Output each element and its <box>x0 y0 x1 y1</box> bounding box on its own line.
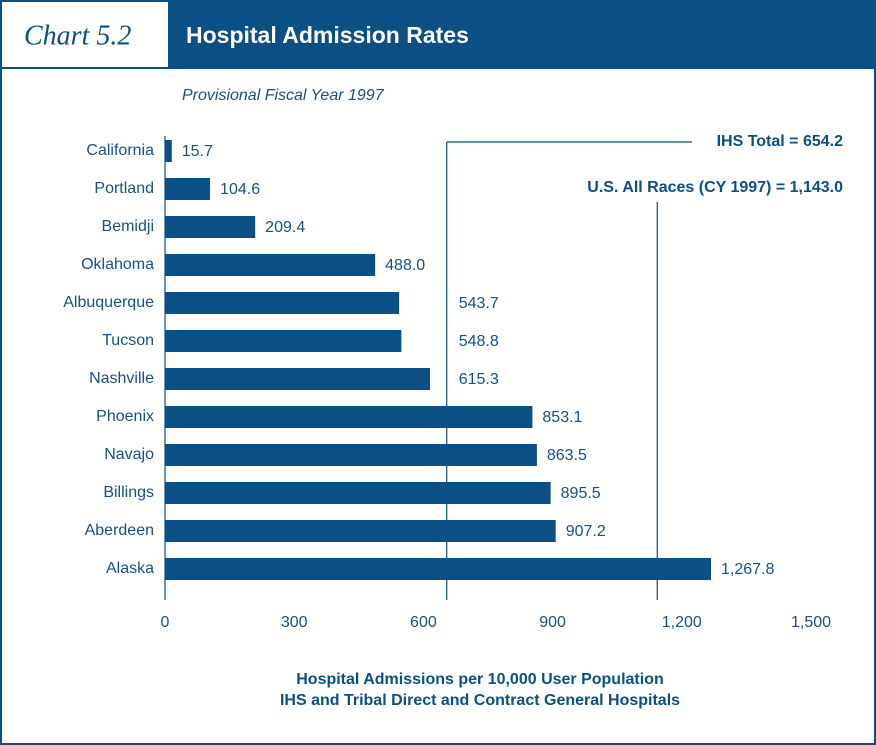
y-tick-label: Alaska <box>106 560 154 577</box>
x-tick-label: 300 <box>281 614 308 631</box>
reference-label: U.S. All Races (CY 1997) = 1,143.0 <box>587 179 843 196</box>
chart-number: Chart 5.2 <box>24 20 131 51</box>
bar <box>165 254 376 276</box>
bar <box>165 140 172 162</box>
y-tick-label: Nashville <box>89 370 154 387</box>
value-label: 104.6 <box>220 181 260 198</box>
value-label: 615.3 <box>459 371 499 388</box>
x-tick-label: 1,500 <box>791 614 831 631</box>
value-label: 863.5 <box>547 447 587 464</box>
value-label: 1,267.8 <box>721 561 774 578</box>
y-tick-label: Billings <box>103 484 154 501</box>
value-label: 548.8 <box>459 333 499 350</box>
value-label: 543.7 <box>459 295 499 312</box>
value-label: 15.7 <box>182 143 213 160</box>
bar <box>165 292 400 314</box>
value-label: 853.1 <box>542 409 582 426</box>
header-bar <box>168 1 875 68</box>
x-tick-label: 0 <box>161 614 170 631</box>
y-tick-label: Albuquerque <box>63 294 154 311</box>
value-label: 209.4 <box>265 219 305 236</box>
subtitle: Provisional Fiscal Year 1997 <box>182 87 385 104</box>
y-tick-label: Phoenix <box>96 408 154 425</box>
x-axis-label: Hospital Admissions per 10,000 User Popu… <box>296 671 664 688</box>
bar <box>165 520 556 542</box>
bar <box>165 216 256 238</box>
x-tick-label: 900 <box>539 614 566 631</box>
bar <box>165 482 551 504</box>
y-tick-label: Oklahoma <box>81 256 154 273</box>
x-tick-label: 600 <box>410 614 437 631</box>
y-tick-label: Aberdeen <box>85 522 154 539</box>
reference-label: IHS Total = 654.2 <box>717 133 844 150</box>
y-tick-label: California <box>86 142 154 159</box>
bar <box>165 444 537 466</box>
y-tick-label: Portland <box>94 180 154 197</box>
value-label: 895.5 <box>561 485 601 502</box>
y-tick-label: Navajo <box>104 446 154 463</box>
y-tick-label: Bemidji <box>102 218 154 235</box>
bar <box>165 178 211 200</box>
value-label: 488.0 <box>385 257 425 274</box>
x-tick-label: 1,200 <box>662 614 702 631</box>
bar <box>165 406 533 428</box>
x-axis-label: IHS and Tribal Direct and Contract Gener… <box>280 692 680 709</box>
bar <box>165 558 711 580</box>
bar <box>165 330 402 352</box>
bar <box>165 368 430 390</box>
y-tick-label: Tucson <box>102 332 154 349</box>
chart-title: Hospital Admission Rates <box>186 22 469 48</box>
value-label: 907.2 <box>566 523 606 540</box>
